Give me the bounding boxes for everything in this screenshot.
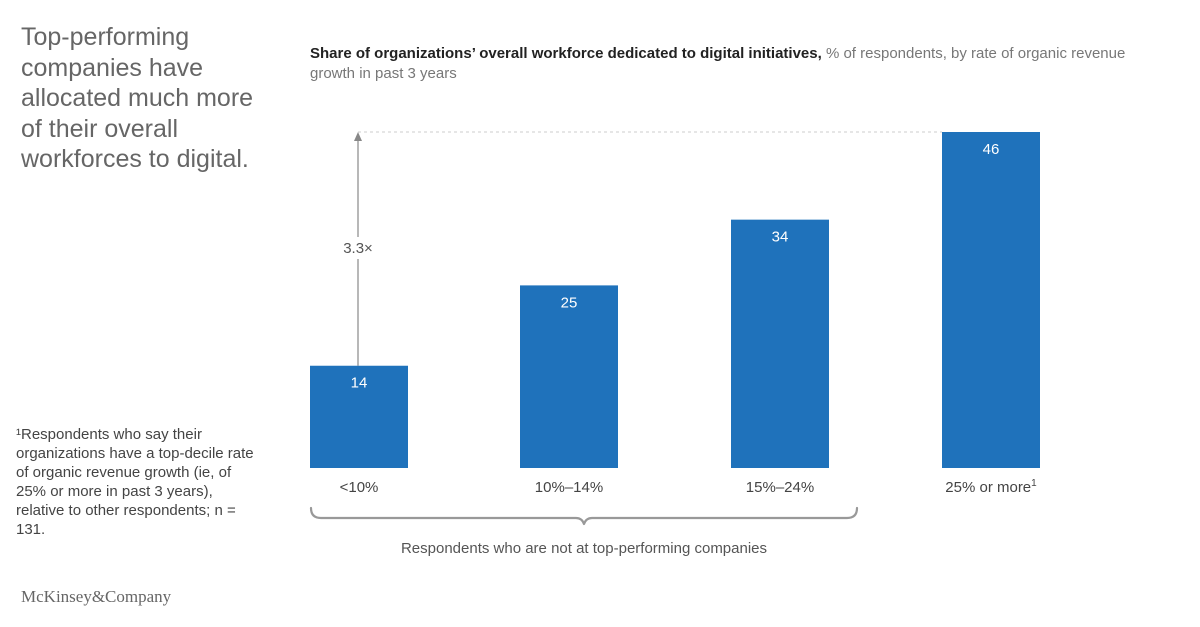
headline: Top-performing companies have allocated … [21,23,254,173]
data-label-1: 25 [561,294,578,311]
footnote: ¹Respondents who say their organizations… [16,426,254,538]
category-label-1: 10%–14% [535,479,603,496]
data-label-3: 46 [983,141,1000,158]
data-label-2: 34 [772,229,789,246]
bar-3 [942,132,1040,468]
chart-title-rest: % of respondents, by rate of organic rev… [310,45,1126,82]
category-superscript-3: 1 [1031,478,1037,489]
category-label-0: <10% [340,479,379,496]
group-brace [309,506,859,526]
group-label: Respondents who are not at top-performin… [400,540,768,557]
multiplier-arrow-head [354,132,362,141]
category-label-2: 15%–24% [746,479,814,496]
brand-logo: McKinsey&Company [21,587,172,606]
multiplier-label-background [334,237,382,259]
bar-0 [310,365,408,468]
multiplier-label: 3.3× [343,240,373,257]
bars-group: 14 <10% 25 10%–14% 34 15%–24% 46 25% or more1 [310,132,1040,496]
bar-2 [731,219,829,468]
chart-title-bold: Share of organizations’ overall workforc… [310,45,822,62]
chart-title: Share of organizations’ overall workforc… [310,44,1150,84]
category-label-3: 25% or more1 [945,478,1037,496]
data-label-0: 14 [351,375,368,392]
bar-1 [520,285,618,468]
